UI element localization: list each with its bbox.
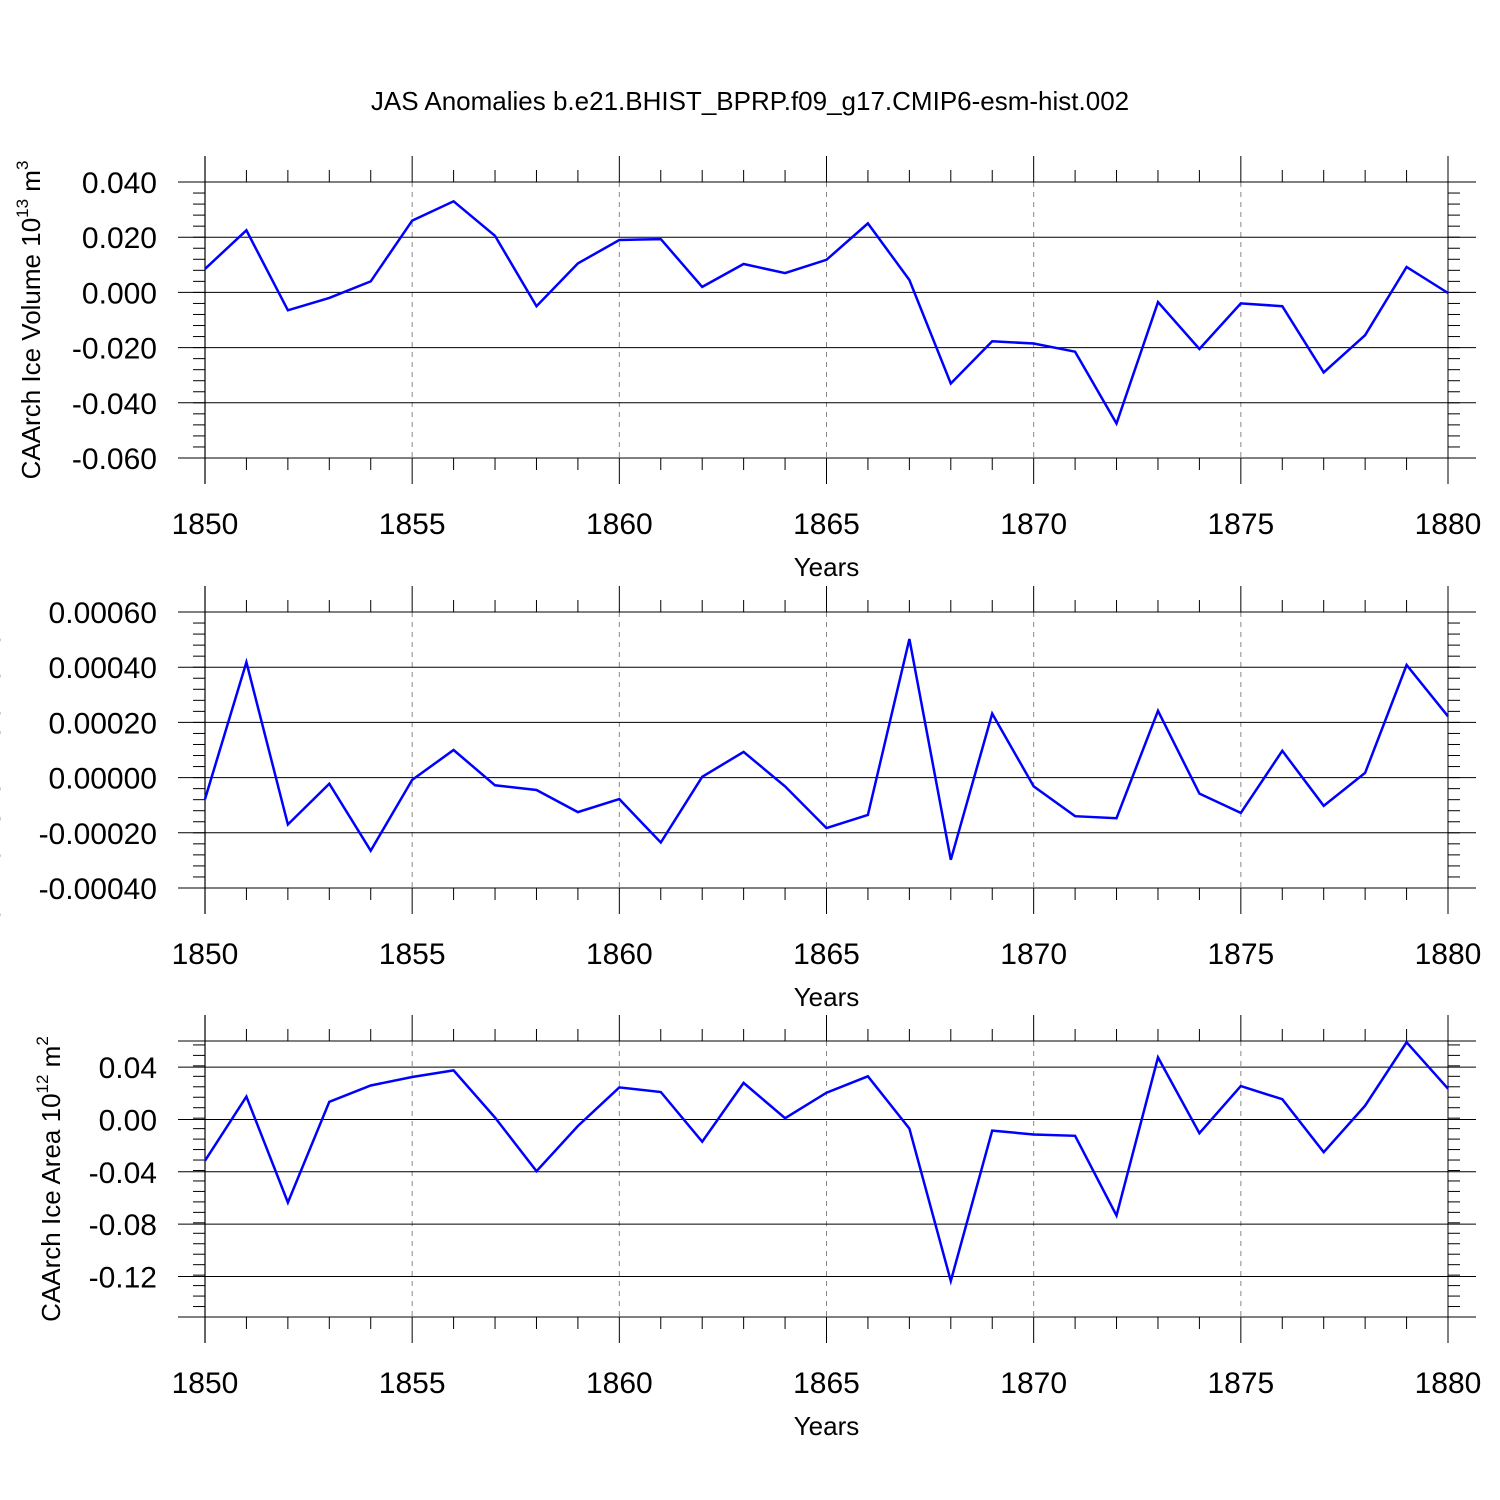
x-tick-label: 1855 [379,938,446,971]
x-tick-label: 1860 [586,938,653,971]
x-tick-label: 1880 [1415,938,1482,971]
x-tick-label: 1875 [1207,1367,1274,1400]
y-tick-label: -0.060 [72,443,157,476]
x-tick-label: 1855 [379,508,446,541]
y-tick-label: 0.00040 [49,652,157,685]
x-tick-label: 1850 [172,1367,239,1400]
y-tick-label: 0.00000 [49,763,157,796]
x-axis-label: Years [794,982,860,1012]
x-tick-label: 1860 [586,1367,653,1400]
y-tick-label: 0.020 [82,222,157,255]
x-tick-label: 1880 [1415,508,1482,541]
panel-snow-volume: -0.00040 -0.00020 0.00000 0.00020 0.00040 0.0… [0,575,1482,1012]
y-tick-label: 0.04 [99,1052,157,1085]
x-tick-label: 1865 [793,1367,860,1400]
y-tick-label: -0.00020 [39,818,157,851]
x-tick-label: 1870 [1000,938,1067,971]
x-axis-label: Years [794,1411,860,1441]
chart-title: JAS Anomalies b.e21.BHIST_BPRP.f09_g17.C… [371,86,1129,116]
y-axis-label: CAArch Ice Area 1012 m2 [33,1036,66,1322]
y-tick-label: -0.08 [89,1209,157,1242]
x-tick-label: 1880 [1415,1367,1482,1400]
y-axis-label: CAArch Ice Volume 1013 m3 [13,161,46,480]
y-tick-label: 0.00 [99,1104,157,1137]
y-axis-label: CAArch Snow Volume 1013 m3 [0,575,6,924]
panel-ice-volume: -0.060 -0.040 -0.020 0.000 0.020 0.040 1850 185… [13,156,1481,582]
y-tick-label: 0.040 [82,167,157,200]
panel-ice-area: -0.12 -0.08 -0.04 0.00 0.04 1850 1855 1860 1865 1… [33,1015,1481,1441]
x-tick-label: 1865 [793,938,860,971]
x-tick-label: 1860 [586,508,653,541]
x-tick-label: 1865 [793,508,860,541]
x-tick-label: 1855 [379,1367,446,1400]
y-tick-label: -0.00040 [39,873,157,906]
x-tick-label: 1870 [1000,1367,1067,1400]
y-tick-label: 0.00020 [49,707,157,740]
y-tick-label: -0.04 [89,1157,157,1190]
y-tick-label: 0.00060 [49,597,157,630]
y-tick-label: 0.000 [82,277,157,310]
y-tick-label: -0.020 [72,333,157,366]
x-tick-label: 1870 [1000,508,1067,541]
x-tick-label: 1850 [172,938,239,971]
x-axis-label: Years [794,552,860,582]
x-tick-label: 1875 [1207,938,1274,971]
y-tick-label: -0.12 [89,1261,157,1294]
y-tick-label: -0.040 [72,388,157,421]
x-tick-label: 1850 [172,508,239,541]
x-tick-label: 1875 [1207,508,1274,541]
